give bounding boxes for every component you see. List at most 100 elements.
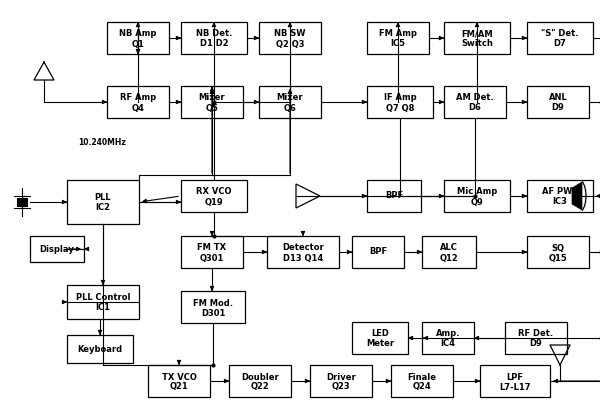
Text: FM/AM: FM/AM	[461, 30, 493, 38]
Text: ANL: ANL	[548, 94, 568, 102]
Text: Q7 Q8: Q7 Q8	[386, 104, 414, 112]
Text: Q5: Q5	[206, 104, 218, 112]
Text: D301: D301	[201, 308, 225, 318]
Text: Driver: Driver	[326, 372, 356, 382]
Text: IC4: IC4	[440, 340, 455, 348]
Bar	[67, 335, 133, 363]
Bar	[310, 365, 372, 397]
Text: Mic Amp: Mic Amp	[457, 188, 497, 196]
Bar	[229, 365, 291, 397]
Text: FM Amp: FM Amp	[379, 30, 417, 38]
Text: D13 Q14: D13 Q14	[283, 254, 323, 262]
Bar	[422, 236, 476, 268]
Bar	[181, 291, 245, 323]
Text: AM Det.: AM Det.	[456, 94, 494, 102]
Bar	[444, 180, 510, 212]
Text: FM TX: FM TX	[197, 244, 227, 252]
Bar	[259, 86, 321, 118]
Text: PLL Control: PLL Control	[76, 294, 130, 302]
Text: NB Amp: NB Amp	[119, 30, 157, 38]
Bar	[527, 86, 589, 118]
Text: D9: D9	[551, 104, 565, 112]
Text: L7-L17: L7-L17	[499, 382, 531, 392]
Bar	[30, 236, 84, 262]
Text: Q15: Q15	[548, 254, 568, 262]
Text: TX VCO: TX VCO	[161, 372, 196, 382]
Text: Meter: Meter	[366, 340, 394, 348]
Text: 10.240MHz: 10.240MHz	[78, 138, 126, 147]
Text: IC2: IC2	[95, 204, 110, 212]
Bar	[352, 236, 404, 268]
Text: Q2 Q3: Q2 Q3	[276, 40, 304, 48]
Text: IC5: IC5	[391, 40, 406, 48]
Text: Q21: Q21	[170, 382, 188, 392]
Bar	[67, 180, 139, 224]
Text: NB SW: NB SW	[274, 30, 306, 38]
Bar	[367, 22, 429, 54]
Text: LPF: LPF	[506, 372, 523, 382]
Text: Switch: Switch	[461, 40, 493, 48]
Text: AF PWR: AF PWR	[542, 188, 578, 196]
Text: PLL: PLL	[95, 194, 112, 202]
Bar	[367, 180, 421, 212]
Text: Q9: Q9	[470, 198, 484, 206]
Bar	[259, 22, 321, 54]
Text: ALC: ALC	[440, 244, 458, 252]
Text: Amp.: Amp.	[436, 330, 460, 338]
Bar	[107, 86, 169, 118]
Text: D9: D9	[530, 340, 542, 348]
Text: Display: Display	[40, 244, 74, 254]
Text: Q4: Q4	[131, 104, 145, 112]
Bar	[527, 180, 593, 212]
Text: Detector: Detector	[282, 244, 324, 252]
Text: RF Det.: RF Det.	[518, 330, 554, 338]
Bar	[352, 322, 408, 354]
Polygon shape	[572, 182, 582, 210]
Bar	[181, 180, 247, 212]
Text: RX VCO: RX VCO	[196, 188, 232, 196]
Bar	[148, 365, 210, 397]
Bar	[181, 22, 247, 54]
Bar	[267, 236, 339, 268]
Bar	[444, 86, 506, 118]
Text: LED: LED	[371, 330, 389, 338]
Bar	[422, 322, 474, 354]
Text: Q301: Q301	[200, 254, 224, 262]
Text: Q23: Q23	[332, 382, 350, 392]
Text: IC1: IC1	[95, 304, 110, 312]
Bar	[391, 365, 453, 397]
Bar	[181, 86, 243, 118]
Text: D1 D2: D1 D2	[200, 40, 229, 48]
Bar	[67, 285, 139, 319]
Text: SQ: SQ	[551, 244, 565, 252]
Bar	[17, 198, 27, 206]
Text: Mixer: Mixer	[277, 94, 304, 102]
Text: IF Amp: IF Amp	[383, 94, 416, 102]
Text: D6: D6	[469, 104, 481, 112]
Bar	[527, 236, 589, 268]
Text: Keyboard: Keyboard	[77, 344, 122, 354]
Text: Q1: Q1	[131, 40, 145, 48]
Text: Q22: Q22	[251, 382, 269, 392]
Bar	[527, 22, 593, 54]
Text: "S" Det.: "S" Det.	[541, 30, 579, 38]
Text: BPF: BPF	[369, 248, 387, 256]
Text: IC3: IC3	[553, 198, 568, 206]
Bar	[367, 86, 433, 118]
Text: Finale: Finale	[407, 372, 437, 382]
Bar	[181, 236, 243, 268]
Text: Doubler: Doubler	[241, 372, 279, 382]
Text: NB Det.: NB Det.	[196, 30, 232, 38]
Bar	[505, 322, 567, 354]
Text: BPF: BPF	[385, 192, 403, 200]
Bar	[444, 22, 510, 54]
Text: Mixer: Mixer	[199, 94, 226, 102]
Text: Q19: Q19	[205, 198, 223, 206]
Text: Q24: Q24	[413, 382, 431, 392]
Text: Q12: Q12	[440, 254, 458, 262]
Bar	[107, 22, 169, 54]
Text: RF Amp: RF Amp	[120, 94, 156, 102]
Text: Q6: Q6	[284, 104, 296, 112]
Text: FM Mod.: FM Mod.	[193, 298, 233, 308]
Text: D7: D7	[554, 40, 566, 48]
